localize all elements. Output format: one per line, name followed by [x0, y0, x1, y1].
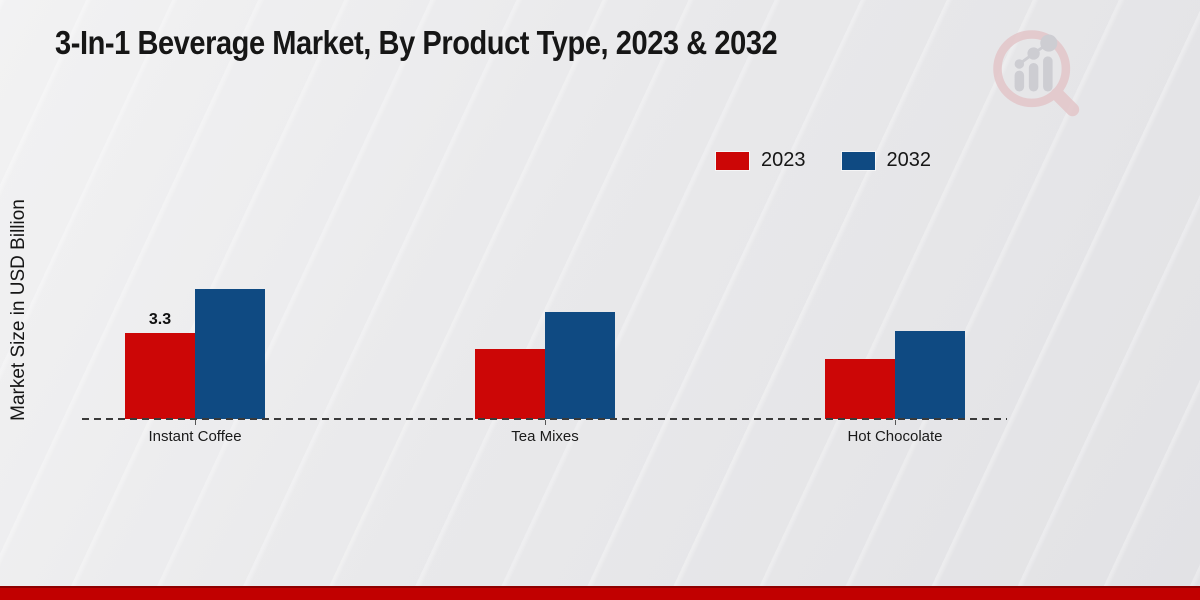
legend-swatch-2032: [841, 151, 875, 170]
legend-swatch-2023: [716, 151, 749, 170]
x-tick-instant-coffee: [195, 420, 196, 425]
legend-item-2032: 2032: [841, 149, 932, 172]
footer-red-bar: [0, 586, 1200, 600]
x-tick-hot-chocolate: [895, 420, 896, 425]
bar-value-label-instant-coffee-2023: 3.3: [148, 311, 172, 328]
bar-2032-tea-mixes: [545, 312, 615, 419]
legend-label-2023: 2023: [761, 149, 806, 171]
category-label-instant-coffee: Instant Coffee: [148, 428, 242, 445]
chart-title: 3-In-1 Beverage Market, By Product Type,…: [55, 24, 778, 61]
x-tick-tea-mixes: [545, 420, 546, 425]
magnifier-bar-chart-icon: [993, 30, 1080, 117]
x-axis-line: [82, 418, 1007, 420]
legend-label-2032: 2032: [886, 149, 932, 171]
legend: 2023 2032: [716, 149, 931, 172]
category-label-hot-chocolate: Hot Chocolate: [847, 428, 943, 445]
bar-2032-hot-chocolate: [895, 331, 965, 419]
bar-2023-tea-mixes: [475, 349, 545, 419]
bar-2023-instant-coffee: [125, 333, 195, 419]
category-label-tea-mixes: Tea Mixes: [511, 428, 579, 445]
bar-2023-hot-chocolate: [825, 359, 895, 419]
mrfr-logo: [988, 25, 1083, 120]
bar-2032-instant-coffee: [195, 289, 265, 419]
legend-item-2023: 2023: [716, 149, 806, 172]
